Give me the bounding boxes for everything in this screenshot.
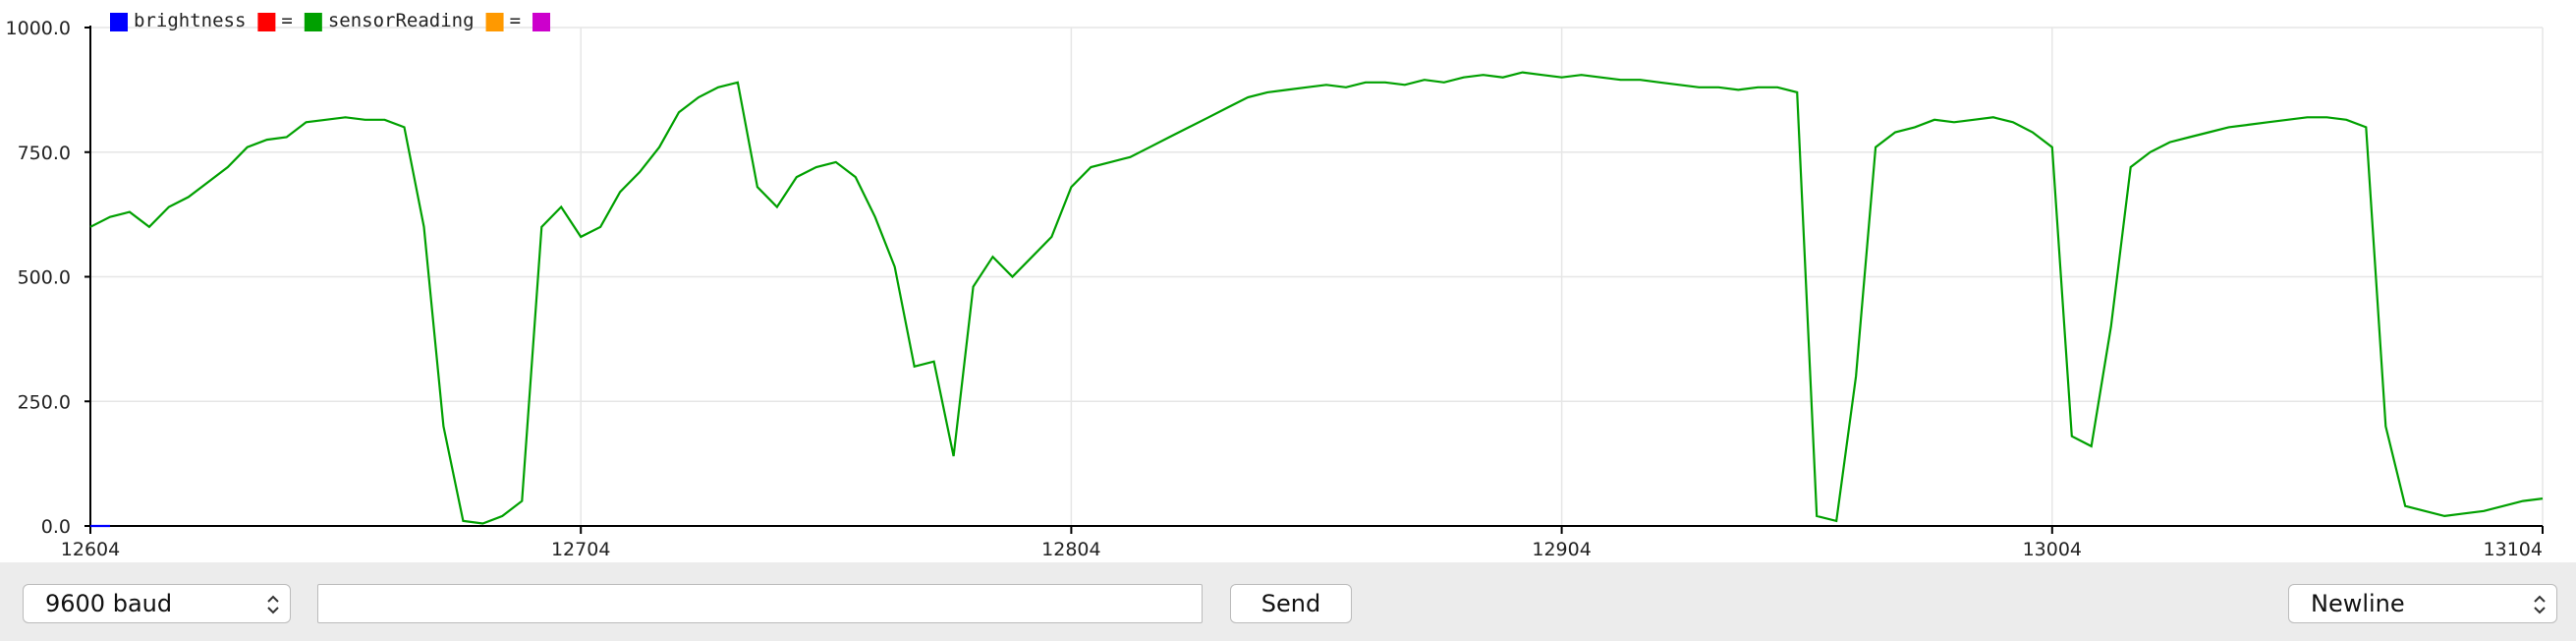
series-line [89,71,2544,525]
legend-swatch [257,13,276,31]
send-button[interactable]: Send [1230,584,1352,623]
y-tick-label: 750.0 [18,143,71,164]
send-label: Send [1260,590,1321,617]
legend-swatch [110,13,128,31]
x-tick-label: 12604 [61,539,120,560]
message-input[interactable] [317,584,1203,623]
x-tick-label: 12804 [1041,539,1100,560]
x-tick-label: 13004 [2023,539,2082,560]
legend-label: brightness [134,10,246,31]
legend-swatch [304,13,322,31]
baud-label: 9600 baud [45,590,173,617]
line-ending-label: Newline [2311,590,2405,617]
line-ending-select[interactable]: Newline [2288,584,2557,623]
x-tick-label: 12904 [1532,539,1591,560]
legend-swatch [485,13,504,31]
legend-label: = [281,10,292,31]
baud-select[interactable]: 9600 baud [23,584,291,623]
y-tick-label: 500.0 [18,267,71,289]
y-tick-label: 1000.0 [6,18,71,39]
y-tick-label: 250.0 [18,391,71,413]
x-tick-label: 12704 [551,539,610,560]
legend-swatch [532,13,551,31]
select-arrows [267,595,279,614]
x-tick-label: 13104 [2484,539,2543,560]
plot: 0.0 250.0 500.0 750.0 1000.0 12604 12704 12804 1… [6,10,2544,560]
select-arrows [2534,595,2546,614]
control-bar: 9600 baud Send Newline [0,562,2576,641]
legend-label: = [510,10,521,31]
legend-label: sensorReading [328,10,475,31]
y-tick-label: 0.0 [41,516,71,538]
